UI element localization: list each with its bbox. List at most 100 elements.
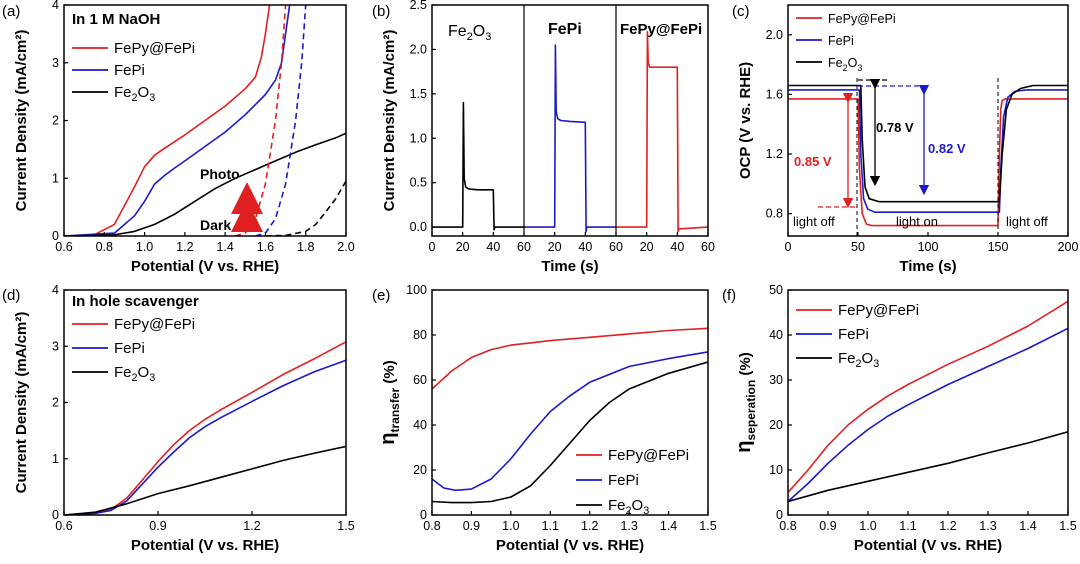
panel-c-legend-label-2: Fe2O3 — [828, 56, 862, 73]
panel-c-ytick-label-1: 1.2 — [766, 147, 783, 161]
panel-a-ytick-label-0: 0 — [52, 229, 59, 243]
panel-e-series-1 — [432, 351, 708, 492]
panel-f-xtick-label-6: 1.4 — [1019, 519, 1036, 533]
panel-d-ytick-label-1: 1 — [52, 452, 59, 466]
panel-e-xtick-label-7: 1.5 — [699, 519, 716, 533]
panel-c-xtick-label-1: 50 — [851, 240, 865, 254]
panel-e-series-0 — [432, 327, 708, 390]
panel-e-legend-label-1: FePi — [608, 472, 639, 489]
panel-f-ytick-label-3: 30 — [769, 373, 783, 387]
panel-b-ytick-label-3: 1.5 — [410, 87, 427, 101]
panel-f-xtick-label-7: 1.5 — [1059, 519, 1076, 533]
panel-a-series-1 — [64, 5, 291, 236]
panel-c-xlabel: Time (s) — [899, 258, 956, 275]
panel-c-xtick-label-3: 150 — [988, 240, 1009, 254]
panel-f-xlabel: Potential (V vs. RHE) — [854, 537, 1002, 554]
panel-a-ylabel: Current Density (mA/cm²) — [13, 30, 30, 212]
panel-a-xtick-label-6: 1.8 — [297, 240, 314, 254]
panel-a-xtick-label-1: 0.8 — [96, 240, 113, 254]
panel-d-series-2 — [64, 445, 346, 515]
panel-c-ytick-label-2: 1.6 — [766, 87, 783, 101]
panel-b-section-fepi: FePi — [548, 21, 582, 38]
panel-c-xtick-label-2: 100 — [918, 240, 939, 254]
panel-c-label-078: 0.78 V — [876, 120, 914, 135]
panel-b-ytick-label-4: 2.0 — [410, 42, 427, 56]
panel-d-legend-label-0: FePy@FePi — [114, 316, 195, 333]
panel-f-ytick-label-0: 0 — [776, 508, 783, 522]
panel-f-ytick-label-4: 40 — [769, 328, 783, 342]
panel-d-ylabel: Current Density (mA/cm²) — [13, 312, 30, 494]
panel-e-legend-label-2: Fe2O3 — [608, 497, 649, 517]
panel-d-series-0 — [64, 341, 346, 515]
panel-c-label-085: 0.85 V — [794, 154, 832, 169]
panel-b-xtick-label-8: 40 — [670, 240, 684, 254]
panel-e-xtick-label-4: 1.2 — [581, 519, 598, 533]
panel-b-xtick-label-4: 20 — [548, 240, 562, 254]
panel-a-legend-label-1: FePi — [114, 62, 145, 79]
panel-a-legend-label-0: FePy@FePi — [114, 40, 195, 57]
panel-d-ytick-label-0: 0 — [52, 508, 59, 522]
panel-f-legend-label-2: Fe2O3 — [838, 350, 879, 370]
panel-d-xtick-label-0: 0.6 — [55, 519, 72, 533]
panel-d-title: In hole scavenger — [72, 293, 199, 310]
panel-e-xtick-label-2: 1.0 — [502, 519, 519, 533]
panel-a-ytick-label-3: 3 — [52, 56, 59, 70]
panel-a-annotation-dark: Dark — [200, 217, 231, 233]
panel-f-series-0 — [788, 300, 1068, 494]
panel-c-plot: 0 50 100 150 200 0.8 1.2 1.6 2.0 Time (s) OCP (V v… — [737, 4, 1079, 275]
panel-f-plot: 0.8 0.9 1.0 1.1 1.2 1.3 1.4 1.5 0 10 20 30 40 50 Poten… — [733, 283, 1077, 554]
panel-f-ytick-label-1: 10 — [769, 463, 783, 477]
panel-f-legend-label-1: FePi — [838, 326, 869, 343]
panel-e-ytick-label-0: 0 — [420, 508, 427, 522]
panel-d-ytick-label-3: 3 — [52, 339, 59, 353]
panel-a-xtick-label-2: 1.0 — [136, 240, 153, 254]
panel-f-xtick-label-4: 1.2 — [939, 519, 956, 533]
panel-c-label-light-off-1: light off — [793, 214, 835, 229]
panel-b-xtick-label-6: 60 — [609, 240, 623, 254]
panel-e-xtick-label-5: 1.3 — [620, 519, 637, 533]
panel-b-xtick-label-2: 40 — [486, 240, 500, 254]
panel-d-legend-label-2: Fe2O3 — [114, 364, 155, 384]
panel-f-ytick-label-5: 50 — [769, 283, 783, 297]
panel-c-xtick-label-4: 200 — [1058, 240, 1079, 254]
panel-c-series-1 — [788, 89, 1068, 213]
panel-a-series-5 — [265, 180, 346, 236]
panel-d-legend-label-1: FePi — [114, 340, 145, 357]
panel-b-xtick-label-3: 60 — [517, 240, 531, 254]
panel-e-xtick-label-3: 1.1 — [542, 519, 559, 533]
panel-c-ytick-label-3: 2.0 — [766, 28, 783, 42]
panel-d-plot: 0.6 0.9 1.2 1.5 0 1 2 3 4 Potential (V vs. RHE) Cu… — [13, 283, 355, 554]
panel-f-legend-label-0: FePy@FePi — [838, 302, 919, 319]
panel-e-legend-label-0: FePy@FePi — [608, 447, 689, 464]
panel-a-xtick-label-7: 2.0 — [337, 240, 354, 254]
panel-c-series-2 — [788, 84, 1068, 203]
panel-a-title: In 1 M NaOH — [72, 11, 160, 28]
panel-b-series-1 — [524, 44, 616, 233]
panel-e-series-2 — [432, 361, 708, 504]
panel-f-frame — [787, 289, 1069, 516]
panel-b-ytick-label-1: 0.5 — [410, 176, 427, 190]
panel-d-xtick-label-3: 1.5 — [337, 519, 354, 533]
panel-a-xtick-label-0: 0.6 — [55, 240, 72, 254]
panel-b-section-fe2o3: Fe2O3 — [448, 23, 491, 43]
panel-c-legend-label-0: FePy@FePi — [828, 12, 896, 26]
panel-a-xtick-label-4: 1.4 — [216, 240, 233, 254]
panel-c-label-light-on: light on — [896, 214, 938, 229]
panel-c-ytick-label-0: 0.8 — [766, 207, 783, 221]
panel-f-xtick-label-5: 1.3 — [979, 519, 996, 533]
panel-f-xtick-label-2: 1.0 — [859, 519, 876, 533]
panel-f-ylabel: ηseperation (%) — [733, 352, 758, 452]
panel-f-xtick-label-3: 1.1 — [899, 519, 916, 533]
panel-c-xtick-label-0: 0 — [785, 240, 792, 254]
panel-a-ytick-label-2: 2 — [52, 114, 59, 128]
panel-label-b: (b) — [372, 3, 390, 20]
panel-c-label-082: 0.82 V — [928, 141, 966, 156]
panel-e-xtick-label-1: 0.9 — [463, 519, 480, 533]
panel-e-ytick-label-3: 60 — [413, 373, 427, 387]
panel-b-section-fepyfepi: FePy@FePi — [620, 21, 702, 38]
panel-b-ytick-label-5: 2.5 — [410, 0, 427, 12]
panel-f-series-2 — [788, 431, 1068, 503]
panel-e-ylabel: ηtransfer (%) — [377, 360, 402, 444]
panel-label-c: (c) — [732, 3, 750, 20]
panel-a-series-2 — [64, 132, 346, 236]
